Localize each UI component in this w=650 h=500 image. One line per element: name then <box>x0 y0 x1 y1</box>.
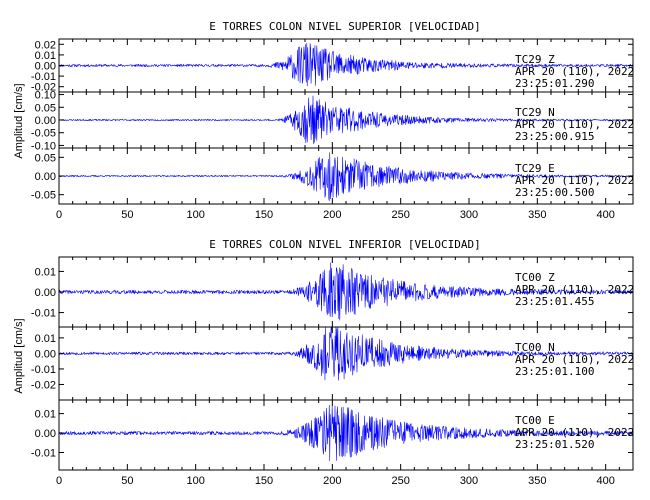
y-tick-label: 0.00 <box>35 287 56 299</box>
date-label: APR 20 (110), 2022 <box>515 174 634 187</box>
y-tick-label: 0.01 <box>35 50 56 62</box>
x-tick-label: 50 <box>121 209 133 221</box>
waveform-line <box>58 262 633 321</box>
x-tick-label: 50 <box>121 475 133 487</box>
y-tick-label: -0.02 <box>31 379 56 391</box>
time-label: 23:25:00.915 <box>515 130 594 143</box>
y-tick-label: -0.01 <box>31 71 56 83</box>
time-label: 23:25:01.520 <box>515 438 594 451</box>
channel-label: TC29 E <box>515 162 555 175</box>
waveform-line <box>58 95 633 145</box>
y-tick-label: -0.01 <box>31 448 56 460</box>
chart-title: E TORRES COLON NIVEL SUPERIOR [VELOCIDAD… <box>209 20 481 33</box>
waveform-line <box>58 326 633 381</box>
x-tick-label: 150 <box>255 475 273 487</box>
x-tick-label: 200 <box>323 475 341 487</box>
x-tick-label: 250 <box>391 475 409 487</box>
y-tick-label: -0.10 <box>31 140 56 152</box>
channel-label: TC29 Z <box>515 53 555 66</box>
channel-label: TC00 N <box>515 341 555 354</box>
y-tick-label: 0.00 <box>35 348 56 360</box>
x-tick-label: 0 <box>56 209 62 221</box>
x-tick-label: 100 <box>186 475 204 487</box>
chart-title: E TORRES COLON NIVEL INFERIOR [VELOCIDAD… <box>209 238 481 251</box>
x-tick-label: 300 <box>460 209 478 221</box>
y-tick-label: -0.02 <box>31 82 56 94</box>
y-tick-label: 0.01 <box>35 333 56 345</box>
y-tick-label: 0.10 <box>35 90 56 102</box>
time-label: 23:25:01.455 <box>515 295 594 308</box>
waveform-line <box>58 42 633 87</box>
y-tick-label: 0.01 <box>35 409 56 421</box>
y-tick-label: -0.05 <box>31 190 56 202</box>
date-label: APR 20 (110), 2022 <box>515 283 634 296</box>
y-tick-label: -0.05 <box>31 128 56 140</box>
y-tick-label: 0.05 <box>35 102 56 114</box>
y-axis-label: Amplitud [cm/s] <box>13 318 25 393</box>
date-label: APR 20 (110), 2022 <box>515 353 634 366</box>
x-tick-label: 350 <box>528 475 546 487</box>
channel-label: TC00 Z <box>515 271 555 284</box>
time-label: 23:25:01.290 <box>515 77 594 90</box>
x-tick-label: 350 <box>528 209 546 221</box>
x-tick-label: 300 <box>460 475 478 487</box>
date-label: APR 20 (110), 2022 <box>515 118 634 131</box>
date-label: APR 20 (110), 2022 <box>515 65 634 78</box>
y-tick-label: 0.05 <box>35 152 56 164</box>
chart-inferior: E TORRES COLON NIVEL INFERIOR [VELOCIDAD… <box>13 238 634 487</box>
waveform-line <box>58 404 633 462</box>
time-label: 23:25:01.100 <box>515 365 594 378</box>
x-tick-label: 150 <box>255 209 273 221</box>
x-tick-label: 400 <box>596 475 614 487</box>
y-tick-label: 0.01 <box>35 266 56 278</box>
y-tick-label: 0.00 <box>35 115 56 127</box>
x-tick-label: 200 <box>323 209 341 221</box>
y-axis-label: Amplitud [cm/s] <box>13 83 25 158</box>
x-tick-label: 400 <box>596 209 614 221</box>
y-tick-label: 0.02 <box>35 39 56 51</box>
y-tick-label: 0.00 <box>35 171 56 183</box>
x-tick-label: 100 <box>186 209 204 221</box>
y-tick-label: -0.01 <box>31 308 56 320</box>
chart-superior: E TORRES COLON NIVEL SUPERIOR [VELOCIDAD… <box>13 20 634 221</box>
channel-label: TC00 E <box>515 414 555 427</box>
x-tick-label: 0 <box>56 475 62 487</box>
x-tick-label: 250 <box>391 209 409 221</box>
y-tick-label: -0.01 <box>31 364 56 376</box>
waveform-line <box>58 152 633 202</box>
channel-label: TC29 N <box>515 106 555 119</box>
time-label: 23:25:00.500 <box>515 186 594 199</box>
date-label: APR 20 (110), 2022 <box>515 426 634 439</box>
y-tick-label: 0.00 <box>35 61 56 73</box>
y-tick-label: 0.00 <box>35 428 56 440</box>
